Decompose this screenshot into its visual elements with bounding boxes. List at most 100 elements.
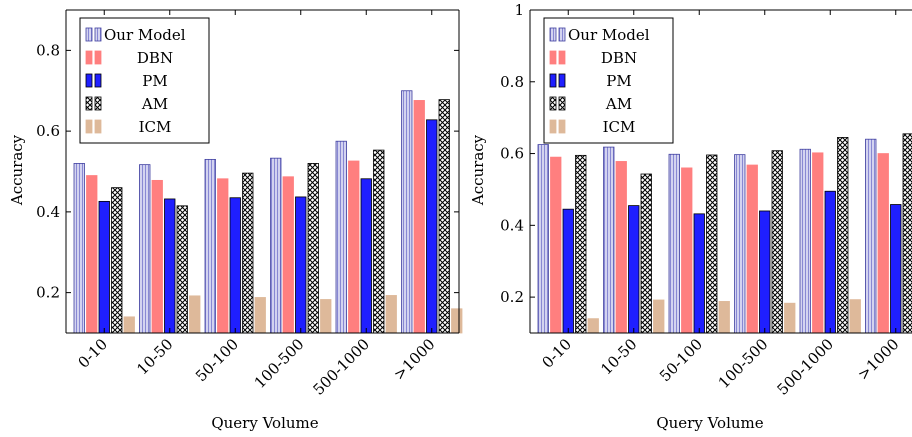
bar-dbn-4 — [812, 152, 824, 334]
x-tick-label: 500-1000 — [774, 335, 838, 399]
bar-am-4 — [837, 137, 849, 334]
bar-dbn-5 — [877, 153, 889, 334]
bar-icm-3 — [320, 299, 332, 334]
y-tick-label: 0.6 — [500, 145, 524, 163]
y-tick-label: 0.8 — [36, 41, 60, 59]
y-tick-label: 0.4 — [36, 203, 60, 221]
bar-dbn-2 — [217, 178, 229, 334]
bar-our-model-2 — [668, 153, 680, 334]
bar-our-model-2 — [204, 158, 216, 334]
bar-dbn-0 — [550, 156, 562, 334]
bar-pm-3 — [759, 210, 771, 334]
bar-our-model-0 — [537, 144, 549, 334]
legend-box — [543, 17, 674, 144]
bar-am-3 — [771, 150, 783, 334]
bar-am-5 — [438, 99, 450, 334]
bar-dbn-3 — [282, 176, 294, 334]
bar-our-model-4 — [799, 148, 811, 334]
bar-am-5 — [902, 133, 912, 334]
legend-swatch — [94, 96, 102, 111]
y-tick-label: 0.4 — [500, 216, 524, 234]
legend-swatch — [85, 119, 93, 134]
chart-right: 0.2 0.4 0.6 0.8 1 0-10 10-50 50-100 100-500 500-1… — [469, 1, 912, 432]
x-tick-label: 50-100 — [656, 335, 706, 385]
y-tick-label: 0.6 — [36, 122, 60, 140]
bar-icm-5 — [451, 308, 463, 334]
x-tick-label: 10-50 — [597, 335, 640, 378]
x-tick-label: 100-500 — [715, 335, 772, 392]
legend-swatch — [85, 50, 93, 65]
legend-label-am: AM — [605, 95, 632, 113]
bar-pm-4 — [360, 178, 372, 334]
legend-left: Our Model DBN PM AM ICM — [79, 17, 210, 144]
bar-pm-4 — [824, 190, 836, 334]
legend-label-dbn: DBN — [601, 49, 637, 67]
bar-dbn-1 — [615, 161, 627, 334]
y-axis-title-left: Accuracy — [8, 134, 26, 206]
y-tick-label: 0.2 — [500, 288, 524, 306]
legend-swatch — [94, 119, 102, 134]
bar-dbn-1 — [151, 179, 163, 334]
legend-label-dbn: DBN — [137, 49, 173, 67]
bar-am-1 — [640, 173, 652, 334]
legend-label-icm: ICM — [139, 118, 172, 136]
legend-label-our-model: Our Model — [104, 26, 186, 44]
bar-pm-0 — [562, 208, 574, 334]
bar-am-3 — [307, 163, 319, 334]
x-tick-label: 0-10 — [539, 335, 576, 372]
y-axis-title-right: Accuracy — [469, 134, 487, 206]
bar-pm-3 — [295, 196, 307, 334]
legend-swatch — [549, 27, 557, 42]
x-tick-label: 0-10 — [75, 335, 112, 372]
y-tick-label: 1 — [514, 1, 524, 19]
bar-icm-0 — [123, 316, 135, 334]
legend-swatch — [558, 119, 566, 134]
bar-pm-1 — [628, 205, 640, 334]
bar-am-2 — [706, 154, 718, 334]
legend-label-icm: ICM — [603, 118, 636, 136]
bar-icm-2 — [718, 301, 730, 334]
x-tick-label: 500-1000 — [310, 335, 374, 399]
legend-swatch — [558, 96, 566, 111]
bar-icm-4 — [849, 299, 861, 334]
bar-pm-1 — [164, 198, 176, 334]
legend-right: Our Model DBN PM AM ICM — [543, 17, 674, 144]
x-tick-label: 50-100 — [192, 335, 242, 385]
bar-icm-1 — [189, 295, 201, 334]
bar-am-0 — [575, 154, 587, 334]
bar-icm-2 — [254, 297, 266, 334]
bar-dbn-4 — [348, 160, 360, 334]
legend-swatch — [94, 73, 102, 88]
bar-icm-0 — [587, 318, 599, 334]
bar-our-model-0 — [73, 163, 85, 334]
legend-swatch — [94, 50, 102, 65]
legend-swatch — [85, 27, 93, 42]
bar-am-4 — [373, 149, 385, 334]
bar-pm-2 — [693, 213, 705, 334]
bar-our-model-5 — [401, 90, 413, 334]
legend-swatch — [549, 119, 557, 134]
bar-our-model-1 — [603, 146, 615, 334]
x-axis-title-left: Query Volume — [211, 414, 318, 432]
legend-swatch — [558, 73, 566, 88]
legend-label-our-model: Our Model — [568, 26, 650, 44]
bar-dbn-0 — [86, 175, 98, 334]
x-tick-label: >1000 — [854, 335, 903, 384]
bar-our-model-4 — [335, 140, 347, 334]
bar-our-model-3 — [270, 157, 282, 334]
legend-box — [79, 17, 210, 144]
legend-swatch — [549, 73, 557, 88]
y-tick-label: 0.2 — [36, 284, 60, 302]
bar-dbn-2 — [681, 167, 693, 334]
bar-am-2 — [242, 172, 254, 334]
legend-swatch — [85, 96, 93, 111]
legend-label-pm: PM — [606, 72, 631, 90]
x-axis-title-right: Query Volume — [656, 414, 763, 432]
bar-icm-3 — [784, 302, 796, 334]
legend-swatch — [94, 27, 102, 42]
x-tick-label: >1000 — [390, 335, 439, 384]
bar-our-model-5 — [865, 138, 877, 334]
x-tick-label: 100-500 — [251, 335, 308, 392]
legend-swatch — [558, 50, 566, 65]
